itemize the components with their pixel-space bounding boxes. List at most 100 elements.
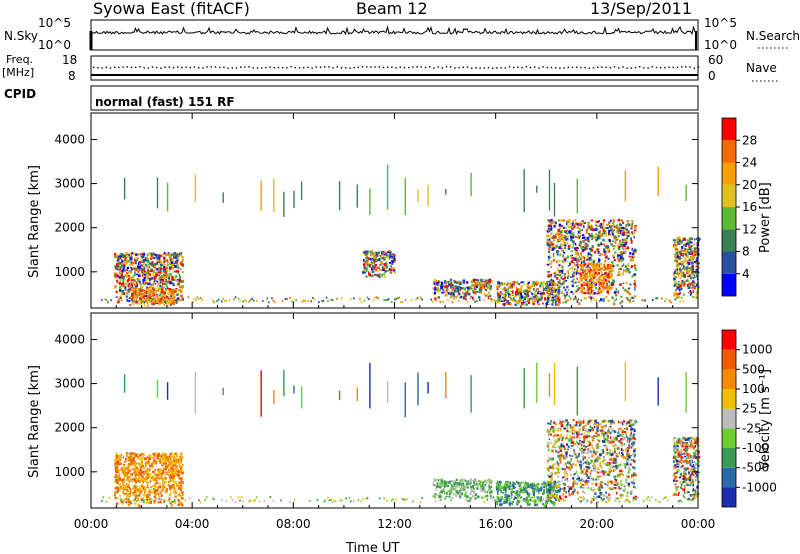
data-cell — [598, 257, 600, 260]
data-cell — [145, 457, 148, 459]
data-cell — [175, 266, 178, 269]
data-cell — [594, 220, 597, 223]
data-cell — [521, 486, 523, 490]
data-cell — [487, 489, 491, 492]
freq-point — [387, 66, 389, 68]
data-cell — [124, 485, 127, 488]
data-cell — [165, 301, 167, 303]
data-cell — [501, 282, 504, 285]
data-cell — [165, 270, 168, 274]
data-cell — [608, 230, 610, 234]
data-cell — [576, 247, 579, 250]
data-cell — [435, 288, 439, 290]
data-cell — [444, 280, 446, 284]
data-cell — [173, 279, 176, 281]
freq-trace — [91, 66, 700, 76]
data-cell — [392, 255, 394, 259]
data-cell — [149, 299, 152, 302]
data-cell — [563, 257, 567, 260]
data-cell — [113, 255, 116, 257]
data-cell — [686, 260, 689, 263]
freq-point — [403, 67, 406, 69]
data-cell — [118, 286, 122, 289]
data-cell — [445, 285, 448, 288]
data-cell — [457, 491, 459, 495]
data-cell — [394, 267, 396, 269]
data-cell — [144, 477, 147, 480]
data-cell — [591, 273, 594, 277]
data-cell — [137, 279, 140, 283]
data-cell — [141, 293, 144, 296]
freq-point — [496, 67, 498, 69]
data-cell — [176, 462, 179, 465]
data-cell — [164, 461, 166, 465]
data-cell — [239, 299, 241, 302]
data-cell — [570, 236, 573, 239]
data-cell — [152, 471, 155, 473]
data-cell — [451, 486, 453, 489]
data-cell — [480, 480, 482, 484]
data-cell — [115, 475, 117, 478]
data-cell — [181, 263, 184, 266]
data-cell — [532, 487, 536, 491]
data-cell — [167, 302, 170, 305]
data-cell — [154, 455, 157, 458]
colorbar-tick-label: 24 — [742, 156, 757, 170]
data-cell — [124, 473, 127, 477]
data-cell — [496, 293, 499, 295]
data-cell — [174, 464, 177, 467]
data-cell — [583, 236, 586, 239]
data-cell — [678, 236, 681, 240]
data-cell — [457, 482, 459, 485]
data-cell — [143, 273, 146, 276]
data-cell — [136, 495, 138, 498]
data-cell — [180, 480, 183, 483]
data-cell — [599, 234, 602, 238]
data-cell — [163, 274, 166, 277]
data-cell — [170, 476, 173, 479]
data-cell — [384, 263, 387, 266]
freq-point — [454, 67, 456, 69]
data-cell — [445, 495, 448, 498]
data-cell — [168, 277, 170, 281]
data-cell — [586, 275, 589, 278]
data-cell — [496, 482, 499, 485]
data-cell — [549, 241, 552, 244]
data-cell — [128, 286, 132, 290]
data-cell — [559, 219, 562, 222]
data-cell — [148, 454, 151, 457]
data-cell — [584, 247, 587, 249]
data-cell — [394, 259, 396, 262]
data-cell — [569, 233, 571, 235]
data-cell — [126, 299, 128, 302]
data-cell — [592, 296, 595, 299]
data-cell — [553, 183, 556, 217]
data-cell — [588, 234, 592, 238]
data-cell — [432, 483, 435, 487]
data-cell — [692, 250, 694, 254]
data-cell — [586, 239, 589, 241]
data-cell — [146, 484, 148, 487]
data-cell — [526, 291, 529, 295]
data-cell — [460, 287, 463, 290]
data-cell — [569, 244, 572, 247]
data-cell — [181, 497, 184, 500]
data-cell — [576, 235, 578, 238]
data-cell — [549, 287, 552, 291]
data-cell — [475, 291, 478, 293]
data-cell — [547, 303, 550, 306]
data-cell — [464, 494, 467, 498]
freq-point — [618, 67, 620, 69]
data-cell — [569, 229, 573, 233]
data-cell — [175, 253, 179, 256]
data-cell — [130, 254, 133, 257]
data-cell — [618, 226, 621, 230]
data-cell — [476, 283, 479, 286]
freq-point — [550, 66, 553, 69]
data-cell — [172, 253, 175, 256]
data-cell — [136, 273, 139, 276]
data-cell — [155, 300, 158, 304]
data-cell — [123, 177, 126, 200]
data-cell — [478, 284, 481, 288]
data-cell — [585, 282, 589, 285]
